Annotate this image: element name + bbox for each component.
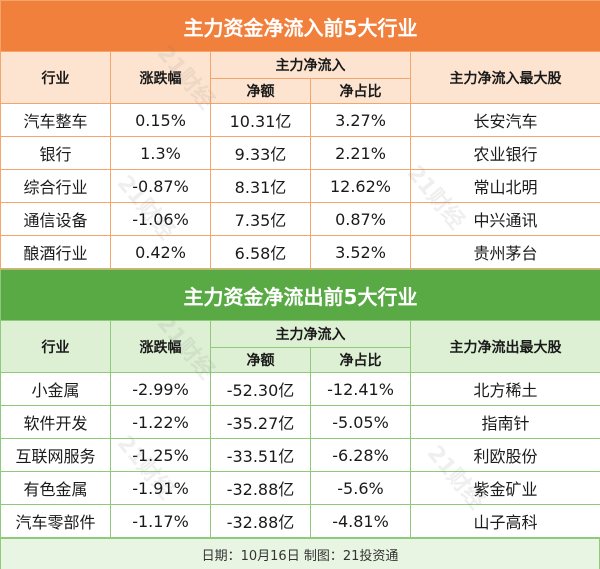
header-cell: 涨跌幅 [110, 320, 211, 373]
table-cell: -6.28% [310, 438, 411, 472]
header-cell: 主力净流入最大股 [410, 51, 600, 104]
data-row: 酿酒行业 0.42% 6.58亿 3.52% 贵州茅台 [0, 235, 600, 269]
data-row: 汽车零部件 -1.17% -32.88亿 -4.81% 山子高科 [0, 504, 600, 538]
table-cell: 通信设备 [0, 202, 111, 236]
header-cell: 净额 [210, 347, 311, 373]
header-cell: 主力净流入 [210, 320, 411, 348]
header-cell: 净占比 [310, 347, 411, 373]
table-cell: 10.31亿 [210, 103, 311, 137]
header-cell: 主力净流出最大股 [410, 320, 600, 373]
table-cell: -12.41% [310, 372, 411, 406]
data-table: 主力资金净流入前5大行业 行业 涨跌幅 主力净流入 主力净流入最大股 净额 净占比 汽车整车 0… [0, 0, 600, 269]
table-cell: -4.81% [310, 504, 411, 538]
data-row: 银行 1.3% 9.33亿 2.21% 农业银行 [0, 136, 600, 170]
table-body: 主力资金净流入前5大行业 行业 涨跌幅 主力净流入 主力净流入最大股 净额 净占比 汽车整车 0… [0, 0, 600, 269]
table-cell: 互联网服务 [0, 438, 111, 472]
table-cell: -1.17% [110, 504, 211, 538]
table-cell: -32.88亿 [210, 471, 311, 505]
table-cell: 3.52% [310, 235, 411, 269]
title-row: 主力资金净流入前5大行业 [0, 0, 600, 52]
header-cell: 行业 [0, 320, 111, 373]
table-cell: 汽车整车 [0, 103, 111, 137]
header-cell: 涨跌幅 [110, 51, 211, 104]
title-row: 主力资金净流出前5大行业 [0, 269, 600, 321]
data-row: 有色金属 -1.91% -32.88亿 -5.6% 紫金矿业 [0, 471, 600, 505]
header-cell: 主力净流入 [210, 51, 411, 79]
data-row: 互联网服务 -1.25% -33.51亿 -6.28% 利欧股份 [0, 438, 600, 472]
table-cell: -5.05% [310, 405, 411, 439]
table-cell: 有色金属 [0, 471, 111, 505]
data-row: 汽车整车 0.15% 10.31亿 3.27% 长安汽车 [0, 103, 600, 137]
table-cell: 3.27% [310, 103, 411, 137]
table-cell: 银行 [0, 136, 111, 170]
table-cell: -2.99% [110, 372, 211, 406]
table-body: 主力资金净流出前5大行业 行业 涨跌幅 主力净流入 主力净流出最大股 净额 净占比 小金属 -2… [0, 269, 600, 538]
table-cell: 酿酒行业 [0, 235, 111, 269]
table-cell: -1.25% [110, 438, 211, 472]
table-cell: -5.6% [310, 471, 411, 505]
table-cell: -1.91% [110, 471, 211, 505]
table-cell: 汽车零部件 [0, 504, 111, 538]
header-cell: 净占比 [310, 78, 411, 104]
table-cell: 综合行业 [0, 169, 111, 203]
footer: 日期：10月16日 制图：21投资通 [0, 538, 600, 569]
table-cell: 9.33亿 [210, 136, 311, 170]
table-cell: 1.3% [110, 136, 211, 170]
header-row: 行业 涨跌幅 主力净流入 主力净流出最大股 [0, 320, 600, 373]
table-cell: 指南针 [410, 405, 600, 439]
table-cell: 0.15% [110, 103, 211, 137]
table-cell: 6.58亿 [210, 235, 311, 269]
tables: 主力资金净流入前5大行业 行业 涨跌幅 主力净流入 主力净流入最大股 净额 净占比 汽车整车 0… [0, 0, 600, 538]
table-title: 主力资金净流入前5大行业 [0, 0, 600, 52]
table-cell: 中兴通讯 [410, 202, 600, 236]
table-cell: 小金属 [0, 372, 111, 406]
table-cell: 农业银行 [410, 136, 600, 170]
table-cell: -33.51亿 [210, 438, 311, 472]
header-cell: 行业 [0, 51, 111, 104]
header-row: 行业 涨跌幅 主力净流入 主力净流入最大股 [0, 51, 600, 104]
data-row: 软件开发 -1.22% -35.27亿 -5.05% 指南针 [0, 405, 600, 439]
table-cell: 山子高科 [410, 504, 600, 538]
table-cell: -1.06% [110, 202, 211, 236]
table-title: 主力资金净流出前5大行业 [0, 269, 600, 321]
data-row: 小金属 -2.99% -52.30亿 -12.41% 北方稀土 [0, 372, 600, 406]
table-cell: 常山北明 [410, 169, 600, 203]
header-cell: 净额 [210, 78, 311, 104]
table-cell: -35.27亿 [210, 405, 311, 439]
table-cell: 2.21% [310, 136, 411, 170]
table-cell: 紫金矿业 [410, 471, 600, 505]
table-cell: 北方稀土 [410, 372, 600, 406]
table-cell: -52.30亿 [210, 372, 311, 406]
table-cell: 7.35亿 [210, 202, 311, 236]
table-cell: 8.31亿 [210, 169, 311, 203]
header-row: 净额 净占比 [1, 78, 600, 104]
table-cell: -32.88亿 [210, 504, 311, 538]
table-cell: 0.87% [310, 202, 411, 236]
table-cell: 12.62% [310, 169, 411, 203]
table-cell: -1.22% [110, 405, 211, 439]
table-cell: -0.87% [110, 169, 211, 203]
table-cell: 0.42% [110, 235, 211, 269]
data-table: 主力资金净流出前5大行业 行业 涨跌幅 主力净流入 主力净流出最大股 净额 净占比 小金属 -2… [0, 269, 600, 538]
data-row: 通信设备 -1.06% 7.35亿 0.87% 中兴通讯 [0, 202, 600, 236]
table-cell: 贵州茅台 [410, 235, 600, 269]
table-cell: 软件开发 [0, 405, 111, 439]
table-cell: 利欧股份 [410, 438, 600, 472]
table-cell: 长安汽车 [410, 103, 600, 137]
data-row: 综合行业 -0.87% 8.31亿 12.62% 常山北明 [0, 169, 600, 203]
